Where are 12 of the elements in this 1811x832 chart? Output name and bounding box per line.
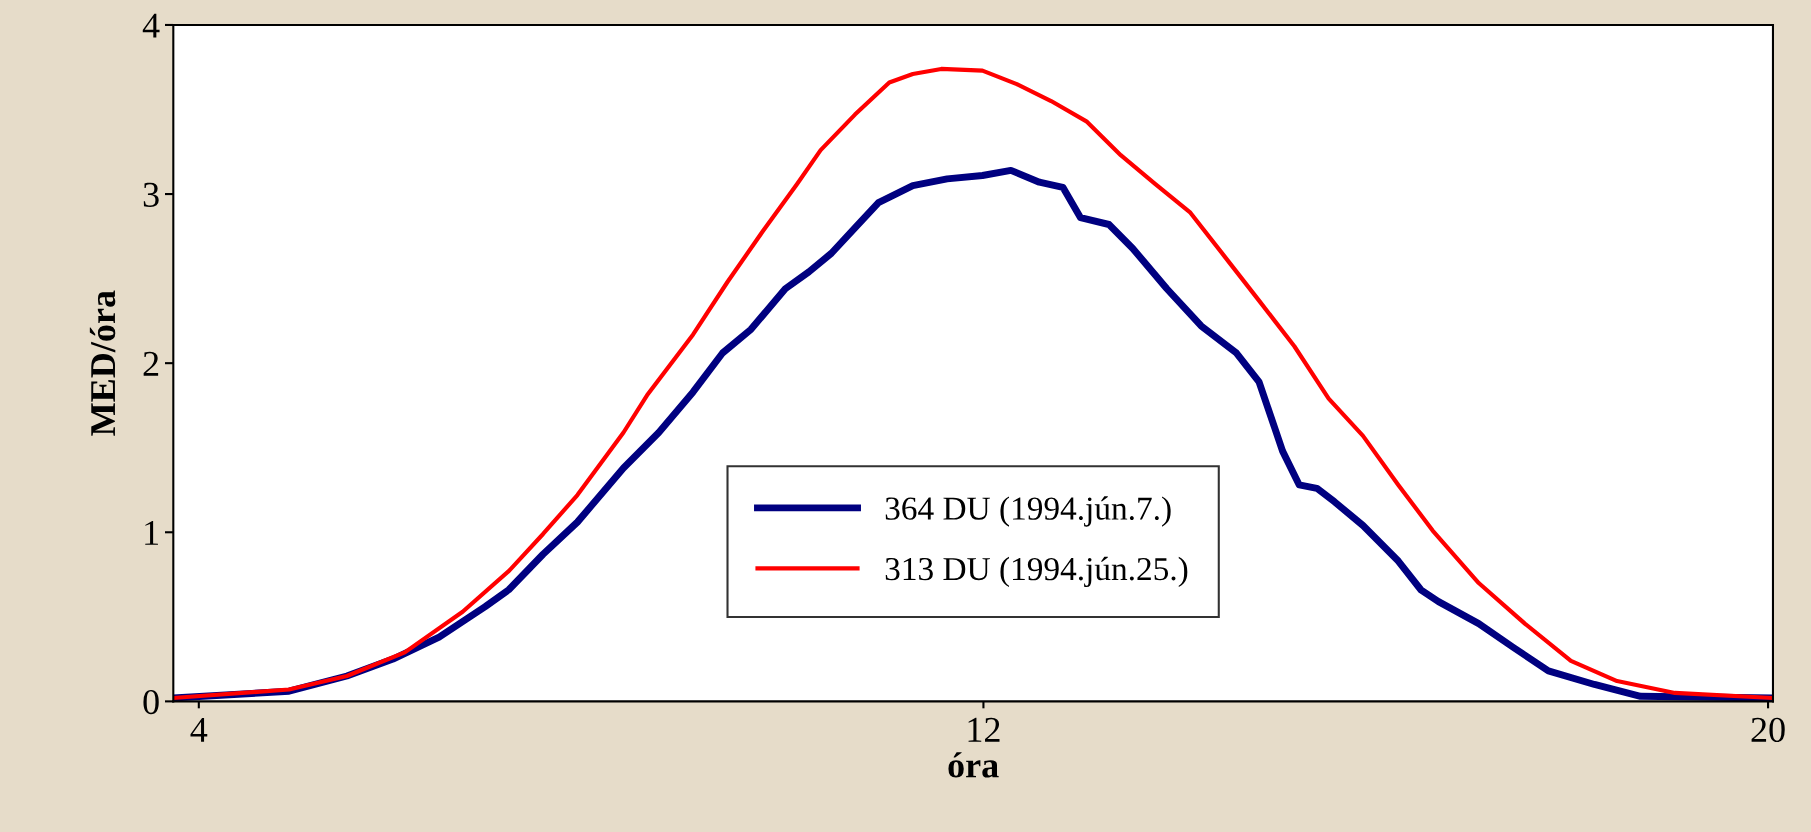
y-axis-title: MED/óra xyxy=(89,290,116,436)
y-tick-label: 4 xyxy=(142,13,160,38)
x-axis-title: óra xyxy=(948,752,999,778)
y-tick-label: 0 xyxy=(143,689,159,715)
x-tick-label: 12 xyxy=(968,717,1000,742)
y-tick-label: 3 xyxy=(143,182,159,207)
legend-label: 313 DU (1994.jún.25.) xyxy=(885,556,1188,588)
y-tick-label: 2 xyxy=(143,351,159,376)
x-tick-label: 20 xyxy=(1751,717,1785,743)
x-tick-label: 4 xyxy=(190,717,208,742)
y-tick-label: 1 xyxy=(145,520,158,545)
legend-label: 364 DU (1994.jún.7.) xyxy=(885,496,1171,527)
